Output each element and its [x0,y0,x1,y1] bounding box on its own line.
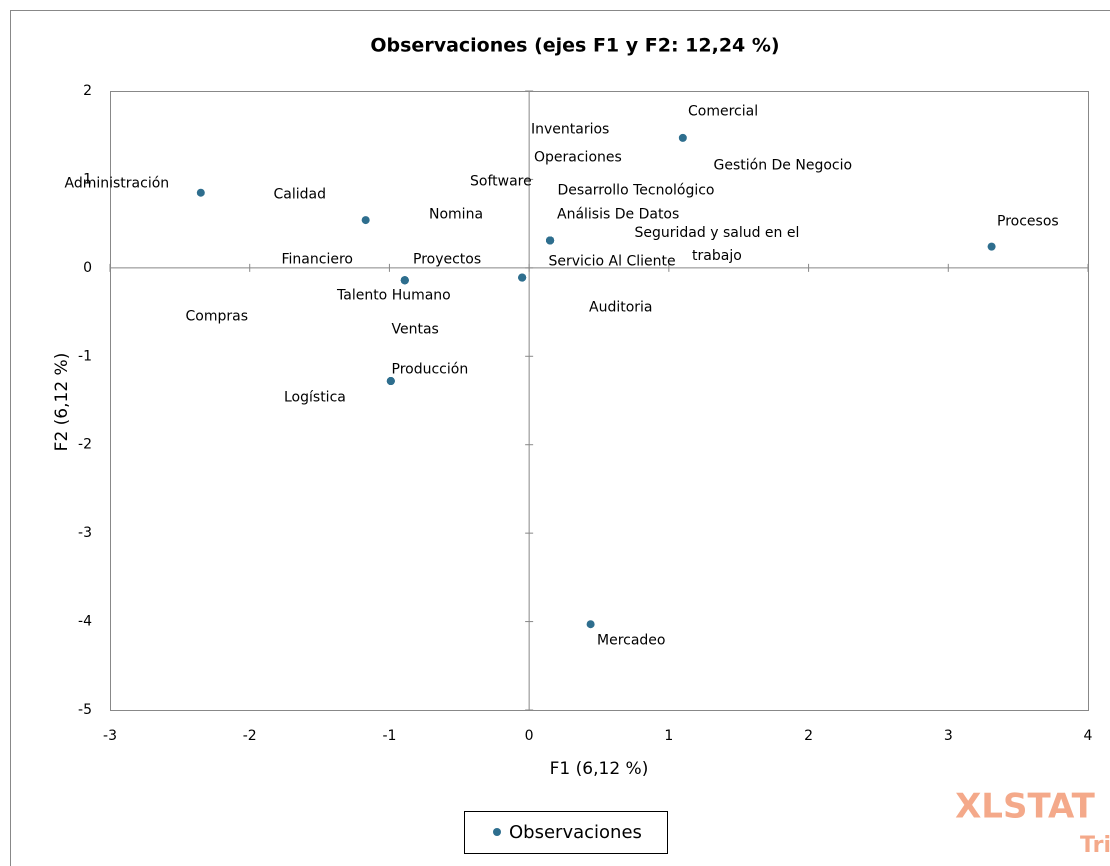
y-axis-label: F2 (6,12 %) [52,353,72,452]
y-tick-label: -2 [78,437,92,453]
y-tick-label: -5 [78,702,92,718]
logo: XLSTAT [955,787,1096,827]
point-label: Talento Humano [337,287,451,304]
point-label: Desarrollo Tecnológico [557,182,715,199]
point-label: Nomina [429,206,484,223]
legend-marker [493,828,501,836]
point [586,620,595,629]
plot-frame [110,91,1089,711]
y-tick-label: 2 [83,83,92,99]
legend-box [464,811,668,854]
point-label: Gestión De Negocio [713,157,853,174]
point [400,276,409,285]
point-label: Calidad [273,186,327,203]
point [361,216,370,225]
x-tick-label: 2 [804,728,813,744]
chart-border [10,10,1110,866]
y-tick-label: 1 [83,171,92,187]
logo-sub: Tria [1080,833,1110,858]
x-tick-label: 4 [1084,728,1093,744]
point-label: Análisis De Datos [557,206,680,223]
legend-label: Observaciones [509,822,642,843]
point [518,273,527,282]
point [678,133,687,142]
point [546,236,555,245]
point-label: Financiero [281,251,353,268]
point-label: Producción [391,361,469,378]
x-tick-label: 1 [664,728,673,744]
x-tick-label: 0 [525,728,534,744]
point-label: Auditoria [589,299,653,316]
point [987,242,996,251]
point-label: Procesos [997,213,1059,230]
point-label: Ventas [391,321,439,338]
point-label: Mercadeo [597,632,666,649]
y-tick-label: 0 [83,260,92,276]
x-axis-label: F1 (6,12 %) [550,759,649,779]
point [386,377,395,386]
point-label: Inventarios [531,121,610,138]
point-label: Software [470,173,532,190]
point [196,188,205,197]
x-tick-label: -2 [243,728,257,744]
point-label: Comercial [688,103,759,120]
chart-title: Observaciones (ejes F1 y F2: 12,24 %) [370,35,779,57]
x-tick-label: -1 [382,728,396,744]
x-tick-label: -3 [103,728,117,744]
point-label: Compras [185,308,249,325]
y-tick-label: -4 [78,614,92,630]
point-label: Proyectos [413,251,482,268]
y-tick-label: -1 [78,348,92,364]
point-label: Seguridad y salud en el trabajo [634,225,800,264]
point-label: Servicio Al Cliente [548,253,676,270]
y-tick-label: -3 [78,525,92,541]
x-tick-label: 3 [944,728,953,744]
point-label: Operaciones [534,149,622,166]
point-label: Administración [64,175,170,192]
point-label: Logística [284,389,346,406]
